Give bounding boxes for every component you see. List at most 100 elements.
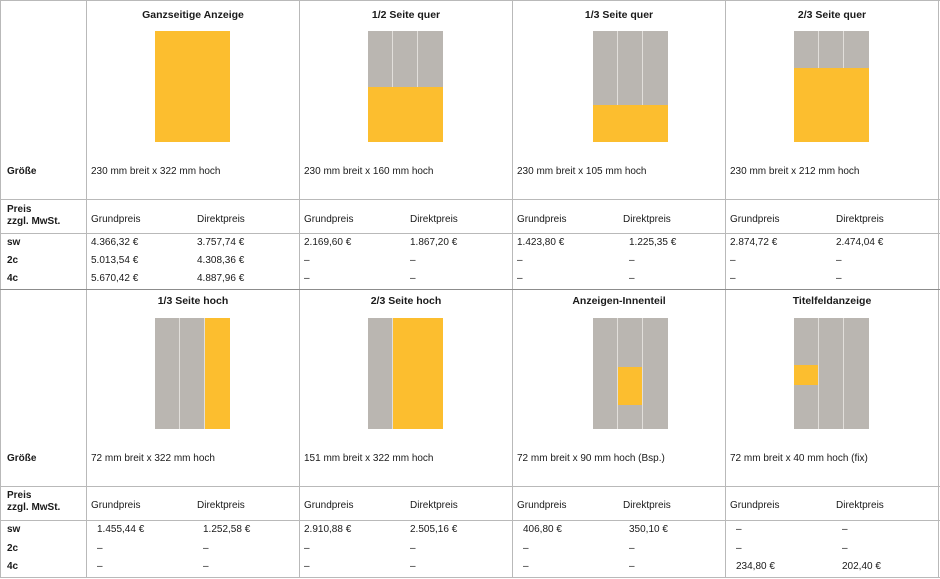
- price-2c-direkt: –: [836, 255, 842, 266]
- price-sw-grund: 1.455,44 €: [97, 524, 145, 535]
- price-2c-direkt: –: [410, 255, 416, 266]
- ad-area: [155, 31, 230, 142]
- format-size: 72 mm breit x 322 mm hoch: [91, 453, 215, 464]
- ad-area: [794, 365, 818, 385]
- price-2c-grund: 5.013,54 €: [91, 255, 139, 266]
- ad-area: [205, 318, 230, 429]
- sw-label: sw: [7, 524, 21, 535]
- 2c-label: 2c: [7, 543, 19, 554]
- price-2c-direkt: –: [842, 543, 848, 554]
- price-sw-direkt: –: [842, 524, 848, 535]
- format-size: 230 mm breit x 322 mm hoch: [91, 166, 221, 177]
- price-sw-grund: –: [736, 524, 742, 535]
- price-label: Preis zzgl. MwSt.: [7, 204, 60, 228]
- price-4c-grund: –: [730, 273, 736, 284]
- price-sw-grund: 4.366,32 €: [91, 237, 139, 248]
- direktpreis-header: Direktpreis: [836, 214, 884, 225]
- direktpreis-header: Direktpreis: [410, 214, 458, 225]
- direktpreis-header: Direktpreis: [197, 214, 245, 225]
- grundpreis-header: Grundpreis: [304, 214, 354, 225]
- price-label-line1: Preis: [7, 490, 32, 501]
- direktpreis-header: Direktpreis: [623, 214, 671, 225]
- format-size: 230 mm breit x 105 mm hoch: [517, 166, 647, 177]
- price-2c-grund: –: [304, 543, 310, 554]
- direktpreis-header: Direktpreis: [623, 500, 671, 511]
- price-4c-grund: –: [304, 273, 310, 284]
- price-sw-direkt: 2.505,16 €: [410, 524, 458, 535]
- price-sw-grund: 1.423,80 €: [517, 237, 565, 248]
- price-2c-grund: –: [736, 543, 742, 554]
- format-title: 1/2 Seite quer: [371, 9, 441, 21]
- grundpreis-header: Grundpreis: [91, 500, 141, 511]
- direktpreis-header: Direktpreis: [410, 500, 458, 511]
- price-sw-grund: 406,80 €: [523, 524, 562, 535]
- price-4c-direkt: –: [203, 561, 209, 572]
- format-title: 1/3 Seite hoch: [157, 295, 229, 307]
- price-4c-grund: –: [304, 561, 310, 572]
- price-2c-grund: –: [97, 543, 103, 554]
- format-thumbnail: [155, 31, 230, 142]
- price-4c-direkt: –: [410, 561, 416, 572]
- price-label-line1: Preis: [7, 204, 32, 215]
- ad-area: [794, 68, 869, 142]
- format-thumbnail: [155, 318, 230, 429]
- format-size: 230 mm breit x 212 mm hoch: [730, 166, 860, 177]
- price-4c-grund: –: [523, 561, 529, 572]
- format-thumbnail: [794, 31, 869, 142]
- 4c-label: 4c: [7, 273, 19, 284]
- price-2c-direkt: –: [203, 543, 209, 554]
- price-sw-direkt: 3.757,74 €: [197, 237, 245, 248]
- price-2c-grund: –: [304, 255, 310, 266]
- price-4c-direkt: –: [629, 273, 635, 284]
- direktpreis-header: Direktpreis: [197, 500, 245, 511]
- format-size: 230 mm breit x 160 mm hoch: [304, 166, 434, 177]
- price-sw-direkt: 1.867,20 €: [410, 237, 458, 248]
- format-thumbnail: [794, 318, 869, 429]
- format-thumbnail: [368, 318, 443, 429]
- grundpreis-header: Grundpreis: [730, 500, 780, 511]
- grundpreis-header: Grundpreis: [91, 214, 141, 225]
- sw-label: sw: [7, 237, 21, 248]
- price-sw-direkt: 1.252,58 €: [203, 524, 251, 535]
- price-sw-direkt: 1.225,35 €: [629, 237, 677, 248]
- price-sw-grund: 2.169,60 €: [304, 237, 352, 248]
- price-2c-grund: –: [517, 255, 523, 266]
- price-4c-grund: –: [517, 273, 523, 284]
- price-label: Preis zzgl. MwSt.: [7, 490, 60, 514]
- format-size: 151 mm breit x 322 mm hoch: [304, 453, 434, 464]
- price-2c-grund: –: [730, 255, 736, 266]
- 4c-label: 4c: [7, 561, 19, 572]
- price-label-line2: zzgl. MwSt.: [7, 216, 61, 227]
- price-4c-direkt: 4.887,96 €: [197, 273, 245, 284]
- format-thumbnail: [593, 31, 668, 142]
- price-sw-direkt: 2.474,04 €: [836, 237, 884, 248]
- grundpreis-header: Grundpreis: [517, 214, 567, 225]
- format-title: Anzeigen-Innenteil: [572, 295, 666, 307]
- format-size: 72 mm breit x 90 mm hoch (Bsp.): [517, 453, 665, 464]
- price-label-line2: zzgl. MwSt.: [7, 502, 61, 513]
- format-title: Titelfeldanzeige: [792, 295, 872, 307]
- price-4c-direkt: –: [629, 561, 635, 572]
- format-thumbnail: [593, 318, 668, 429]
- price-4c-direkt: –: [836, 273, 842, 284]
- format-title: 1/3 Seite quer: [584, 9, 654, 21]
- price-2c-direkt: –: [629, 543, 635, 554]
- size-label: Größe: [7, 166, 37, 177]
- format-title: 2/3 Seite quer: [797, 9, 867, 21]
- price-2c-direkt: –: [410, 543, 416, 554]
- ad-area: [368, 87, 443, 142]
- price-2c-direkt: –: [629, 255, 635, 266]
- format-title: Ganzseitige Anzeige: [142, 9, 244, 21]
- format-size: 72 mm breit x 40 mm hoch (fix): [730, 453, 868, 464]
- price-2c-direkt: 4.308,36 €: [197, 255, 245, 266]
- price-sw-grund: 2.910,88 €: [304, 524, 352, 535]
- ad-area: [618, 367, 642, 405]
- format-thumbnail: [368, 31, 443, 142]
- direktpreis-header: Direktpreis: [836, 500, 884, 511]
- format-title: 2/3 Seite hoch: [370, 295, 442, 307]
- 2c-label: 2c: [7, 255, 19, 266]
- price-4c-grund: –: [97, 561, 103, 572]
- price-4c-direkt: 202,40 €: [842, 561, 881, 572]
- price-4c-direkt: –: [410, 273, 416, 284]
